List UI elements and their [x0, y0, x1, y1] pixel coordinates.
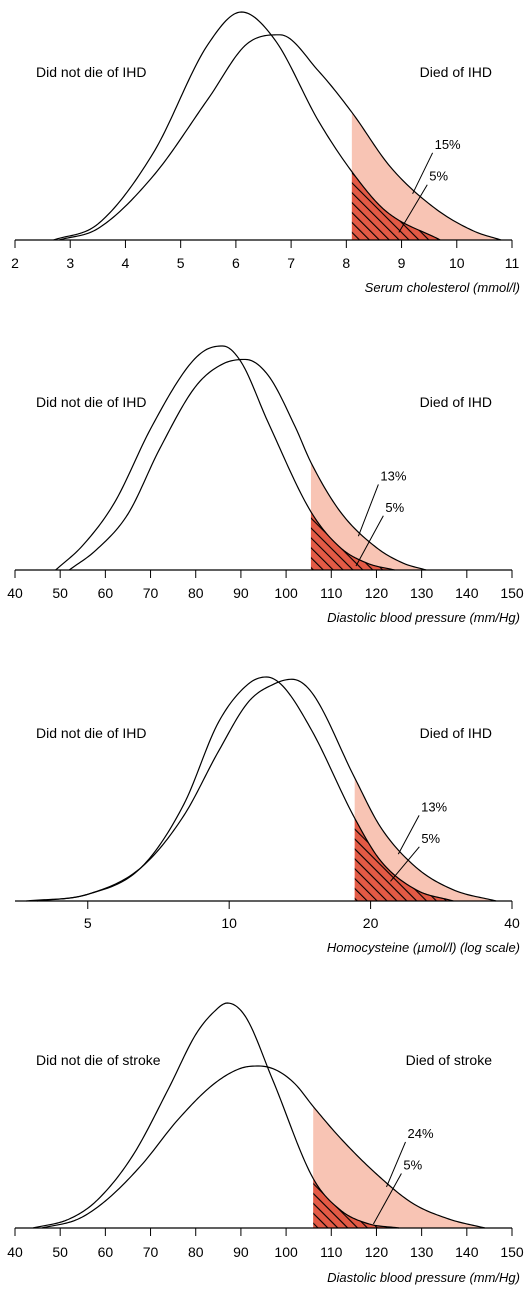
x-tick-label: 140: [455, 1244, 479, 1260]
x-tick-label: 5: [177, 255, 185, 271]
panel-1: 2 3 4 5 6 7 8 9 10 11 Serum cholesterol (mmol/l) Di…: [11, 11, 520, 295]
x-tick-label: 4: [122, 255, 130, 271]
annotation-did-not-die-percent: 5%: [403, 1158, 422, 1173]
x-tick-label: 20: [363, 915, 379, 931]
x-tick-label: 100: [274, 585, 298, 601]
curve-did-not-die: [32, 1002, 400, 1229]
annotation-did-not-die-percent: 5%: [429, 169, 448, 184]
x-tick-label: 110: [320, 1244, 343, 1260]
annotation-leader: [357, 484, 379, 537]
x-tick-label: 150: [500, 585, 524, 601]
x-tick-label: 130: [410, 585, 434, 601]
x-tick-label: 150: [500, 1244, 524, 1260]
label-left-group: Did not die of IHD: [36, 394, 147, 410]
panel-2: 40 50 60 70 80 90 100 110 120 130 140 150 Diastolic …: [7, 345, 524, 625]
annotation-did-not-die-percent: 5%: [421, 831, 440, 846]
x-tick-label: 110: [320, 585, 343, 601]
x-axis-title: Homocysteine (µmol/l) (log scale): [327, 940, 520, 955]
curve-died: [68, 358, 427, 571]
x-tick-label: 60: [98, 1244, 114, 1260]
x-tick-label: 40: [7, 585, 23, 601]
x-tick-label: 6: [232, 255, 240, 271]
x-tick-label: 3: [66, 255, 74, 271]
x-tick-label: 5: [84, 915, 92, 931]
tail-area-did-not-die: [354, 818, 454, 901]
label-left-group: Did not die of IHD: [36, 64, 147, 80]
x-tick-label: 70: [143, 1244, 159, 1260]
label-left-group: Did not die of IHD: [36, 725, 147, 741]
tail-area-did-not-die: [313, 1178, 400, 1228]
curve-died: [59, 34, 502, 241]
annotation-leader: [372, 1173, 402, 1225]
x-tick-label: 40: [504, 915, 520, 931]
x-tick-label: 60: [98, 585, 114, 601]
x-tick-label: 7: [287, 255, 295, 271]
annotation-died-percent: 13%: [380, 468, 406, 483]
x-tick-label: 50: [52, 585, 68, 601]
x-tick-label: 90: [233, 585, 249, 601]
tail-area-did-not-die: [310, 511, 395, 570]
annotation-leader: [398, 184, 428, 233]
x-tick-label: 120: [365, 1244, 389, 1260]
curve-died: [41, 1065, 486, 1229]
x-tick-label: 2: [11, 255, 19, 271]
x-tick-label: 80: [188, 585, 204, 601]
label-right-group: Died of IHD: [420, 64, 492, 80]
panel-4: 40 50 60 70 80 90 100 110 120 130 140 150 Diastolic …: [7, 1002, 524, 1285]
tail-area-died: [310, 462, 427, 570]
annotation-leader: [390, 846, 420, 882]
x-tick-label: 70: [143, 585, 159, 601]
annotation-leader: [386, 1141, 406, 1188]
x-tick-label: 90: [233, 1244, 249, 1260]
x-tick-label: 10: [449, 255, 465, 271]
curve-did-not-die: [53, 11, 441, 241]
x-tick-label: 50: [52, 1244, 68, 1260]
x-tick-label: 9: [398, 255, 406, 271]
annotation-leader: [412, 152, 434, 195]
label-right-group: Died of IHD: [420, 394, 492, 410]
panel-3: 5 10 20 40 Homocysteine (µmol/l) (log scale)…: [15, 676, 520, 955]
x-tick-label: 80: [188, 1244, 204, 1260]
x-axis-title: Diastolic blood pressure (mm/Hg): [327, 1270, 520, 1285]
curve-died: [37, 678, 497, 902]
curve-did-not-die: [55, 345, 395, 571]
x-tick-label: 120: [365, 585, 389, 601]
label-right-group: Died of IHD: [420, 725, 492, 741]
x-tick-label: 130: [410, 1244, 434, 1260]
x-tick-label: 11: [505, 255, 520, 271]
annotation-did-not-die-percent: 5%: [385, 500, 404, 515]
x-tick-label: 10: [221, 915, 237, 931]
x-tick-label: 100: [274, 1244, 298, 1260]
annotation-died-percent: 24%: [407, 1126, 433, 1141]
annotation-leader: [397, 815, 420, 855]
label-left-group: Did not die of stroke: [36, 1052, 161, 1068]
x-tick-label: 40: [7, 1244, 23, 1260]
x-tick-label: 8: [342, 255, 350, 271]
annotation-leader: [355, 515, 384, 567]
tail-area-died: [351, 112, 501, 240]
tail-area-died: [313, 1106, 485, 1228]
x-tick-label: 140: [455, 585, 479, 601]
x-axis-title: Serum cholesterol (mmol/l): [365, 280, 520, 295]
annotation-died-percent: 15%: [435, 137, 461, 152]
x-axis-title: Diastolic blood pressure (mm/Hg): [327, 610, 520, 625]
label-right-group: Died of stroke: [406, 1052, 493, 1068]
tail-area-did-not-die: [351, 171, 441, 240]
annotation-died-percent: 13%: [421, 799, 447, 814]
